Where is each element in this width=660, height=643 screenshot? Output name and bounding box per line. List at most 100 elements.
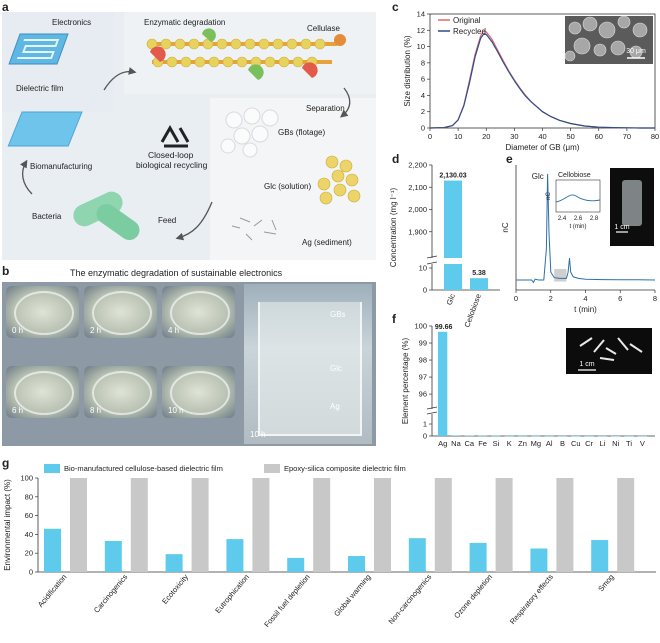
f-bar-2	[464, 435, 474, 437]
c-sem-particle	[617, 15, 631, 29]
f-category-label-5: K	[507, 439, 512, 448]
f-break-mark	[426, 406, 438, 410]
c-xtick-label: 10	[454, 132, 462, 141]
g-bar-0-4	[287, 557, 305, 572]
c-xtick-label: 0	[428, 132, 432, 141]
f-category-label-9: B	[560, 439, 565, 448]
g-bar-0-5	[348, 556, 365, 572]
dish-photo-6h: 6 h	[6, 366, 79, 418]
beaker-label-glc: Glc	[330, 364, 342, 373]
f-silver-flake	[617, 337, 629, 351]
f-bar-3	[477, 435, 488, 437]
f-bar-9	[557, 435, 568, 437]
dish-photo-10h: 10 h	[162, 366, 235, 418]
f-bar-4	[491, 435, 501, 437]
f-bar-15	[637, 435, 647, 437]
label-biological-recycling: biological recycling	[136, 160, 208, 170]
label-glc-solution: Glc (solution)	[264, 182, 312, 191]
panel-label-c: c	[392, 0, 399, 14]
beaker-label-ag: Ag	[330, 402, 340, 411]
c-ytick-label: 12	[417, 26, 425, 35]
c-sem-particle	[582, 16, 598, 32]
f-category-label-10: Cu	[571, 439, 581, 448]
g-bar-1-7	[495, 478, 513, 572]
c-ytick-label: 6	[421, 75, 425, 84]
f-break-mark	[426, 411, 438, 415]
f-category-label-8: Al	[546, 439, 553, 448]
glucose-cluster-icon	[317, 155, 361, 205]
g-bar-1-0	[70, 478, 87, 572]
g-category-label-2: Ecotoxicity	[160, 572, 190, 605]
d-bar-0	[444, 180, 462, 290]
f-value-label-0: 99.66	[435, 324, 453, 331]
c-sem-particle	[632, 22, 648, 38]
beaker-photo: GBs Glc Ag 10 h	[244, 284, 372, 444]
section-degradation	[124, 12, 376, 94]
cellulose-chain-icon	[146, 28, 346, 80]
c-xtick-label: 50	[566, 132, 574, 141]
arrow-2	[339, 87, 351, 118]
f-ytick-label: 96	[419, 390, 427, 399]
g-ylabel: Environmental impact (%)	[3, 479, 12, 571]
d-value-label-1: 5.38	[472, 270, 486, 277]
g-bar-1-8	[556, 478, 574, 572]
f-bar-1	[451, 435, 461, 436]
g-bar-1-2	[191, 478, 209, 572]
d-ytick-label: 10	[419, 264, 427, 273]
g-bar-0-7	[469, 542, 487, 572]
f-bar-10	[571, 435, 581, 437]
g-category-label-0: Acidification	[36, 573, 69, 609]
e-trace	[516, 173, 656, 284]
c-xtick-label: 30	[510, 132, 518, 141]
c-sem-particle	[568, 21, 582, 35]
f-category-label-3: Fe	[478, 439, 487, 448]
c-sem-particle	[593, 43, 607, 57]
c-ylabel: Size distribution (%)	[403, 35, 412, 106]
d-category-label-1: Cellobiose	[462, 293, 482, 329]
f-bar-7	[531, 435, 541, 437]
g-bar-0-9	[591, 540, 609, 572]
label-electronics: Electronics	[52, 18, 92, 27]
e-xtick-label: 2	[549, 294, 553, 303]
f-ytick-label: 1	[423, 420, 427, 429]
beaker-label-gbs: GBs	[330, 310, 346, 319]
e-zoom-region	[554, 269, 567, 282]
c-ytick-label: 2	[421, 107, 425, 116]
g-bar-0-8	[530, 548, 548, 572]
c-sem-particle	[573, 37, 591, 55]
f-category-label-7: Mg	[531, 439, 541, 448]
f-silver-flake	[579, 337, 593, 347]
f-bar-8	[544, 435, 554, 437]
g-category-label-6: Non-carcinogenics	[387, 572, 434, 626]
f-silver-photo	[566, 328, 652, 374]
d-break-mark	[426, 261, 438, 265]
closed-loop-schematic: Electronics Enzymatic degradation Cellul…	[2, 12, 376, 260]
d-ytick-label: 2,100	[408, 183, 427, 192]
e-xtick-label: 0	[514, 294, 518, 303]
g-ytick-label: 0	[29, 568, 33, 577]
g-ytick-label: 100	[20, 474, 33, 483]
g-bar-1-1	[130, 478, 148, 572]
c-scale-label: 30 μm	[626, 48, 646, 55]
f-category-label-2: Ca	[464, 439, 474, 448]
f-ytick-label: 99	[419, 339, 427, 348]
g-category-label-4: Fossil fuel depletion	[262, 573, 312, 630]
c-sem-particle	[564, 50, 576, 62]
f-category-label-12: Li	[599, 439, 605, 448]
e-ylabel: nC	[501, 222, 510, 232]
d-ytick-label: 2,000	[408, 205, 427, 214]
schematic-drawing	[2, 12, 376, 260]
label-gbs-flotage: GBs (flotage)	[278, 128, 326, 137]
label-feed: Feed	[158, 216, 177, 225]
panel-label-b: b	[2, 264, 10, 278]
g-bar-0-0	[44, 528, 61, 572]
f-silver-flake	[593, 339, 605, 353]
f-ytick-label: 98	[419, 356, 427, 365]
g-category-label-1: Carcinogenics	[92, 572, 130, 614]
c-ytick-label: 10	[417, 42, 425, 51]
f-ylabel: Element percentage (%)	[401, 338, 410, 425]
g-category-label-7: Ozone depletion	[452, 573, 494, 621]
c-ytick-label: 8	[421, 58, 425, 67]
label-bacteria: Bacteria	[32, 212, 62, 221]
dish-photo-8h: 8 h	[84, 366, 157, 418]
